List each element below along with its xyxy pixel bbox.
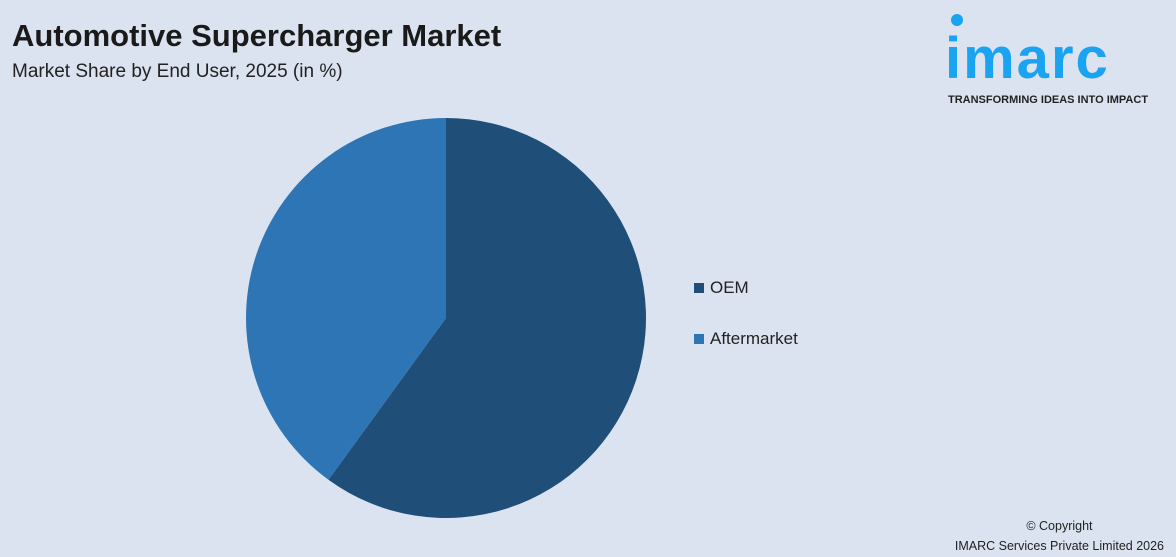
- chart-subtitle: Market Share by End User, 2025 (in %): [12, 61, 343, 82]
- chart-title: Automotive Supercharger Market: [12, 18, 502, 53]
- legend-label: Aftermarket: [710, 329, 798, 348]
- legend-item-aftermarket: Aftermarket: [694, 329, 798, 349]
- legend-label: OEM: [710, 278, 749, 297]
- copyright-label: © Copyright: [1026, 519, 1093, 533]
- logo-text: imarc: [945, 26, 1110, 91]
- pie-slice-oem: [328, 118, 646, 519]
- legend: OEM Aftermarket: [694, 278, 798, 380]
- imarc-logo: imarc TRANSFORMING IDEAS INTO IMPACT: [945, 10, 1170, 110]
- logo-tagline: TRANSFORMING IDEAS INTO IMPACT: [948, 94, 1149, 106]
- copyright-company: IMARC Services Private Limited 2026: [954, 539, 1164, 553]
- logo-dot: [951, 14, 963, 26]
- pie-slice-aftermarket: [246, 117, 446, 480]
- legend-item-oem: OEM: [694, 278, 798, 298]
- copyright: © Copyright IMARC Services Private Limit…: [955, 516, 1164, 556]
- legend-swatch: [694, 334, 704, 344]
- legend-swatch: [694, 283, 704, 293]
